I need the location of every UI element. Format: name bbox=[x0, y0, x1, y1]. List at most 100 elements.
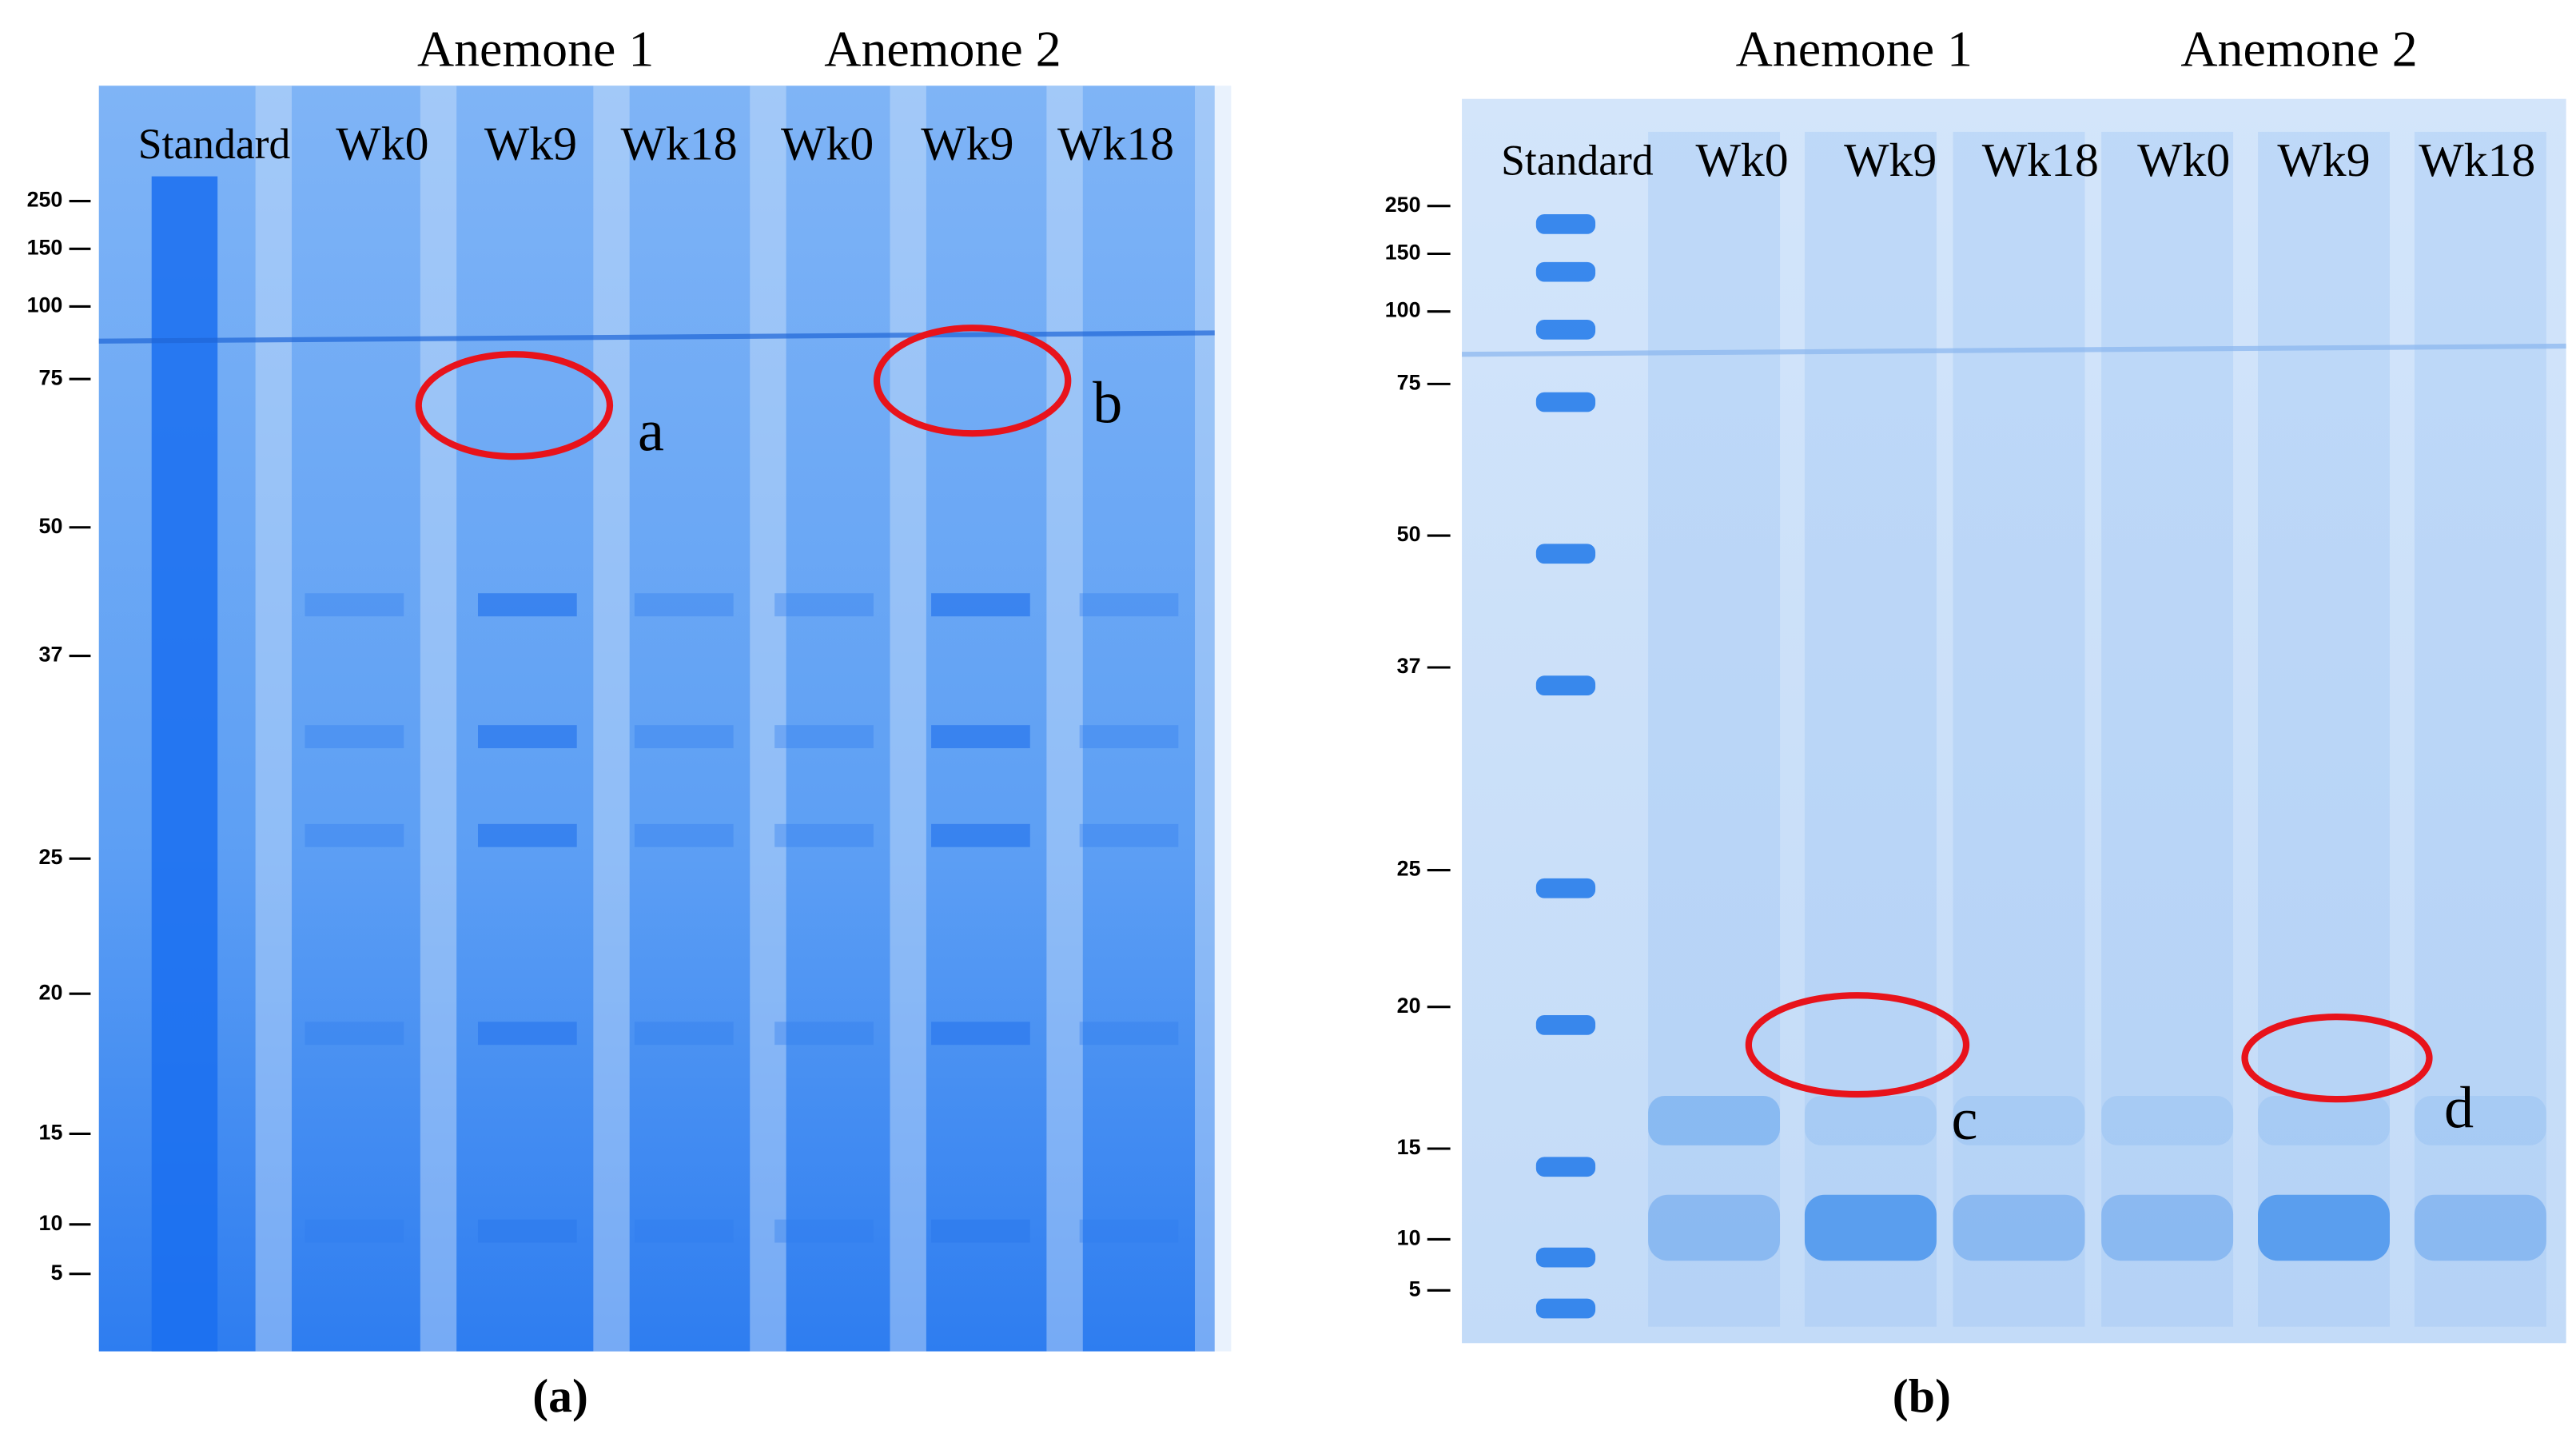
lane bbox=[1804, 131, 1937, 1327]
band bbox=[477, 725, 577, 749]
lane bbox=[2101, 131, 2234, 1327]
lane-gap bbox=[890, 86, 926, 1352]
band bbox=[2258, 1194, 2390, 1261]
marker-label: 25 bbox=[1397, 857, 1421, 881]
annotation-label: a bbox=[638, 398, 664, 464]
lane bbox=[2414, 131, 2546, 1327]
band bbox=[1804, 1194, 1937, 1261]
band bbox=[634, 1022, 734, 1046]
band bbox=[1804, 1096, 1937, 1145]
band bbox=[1648, 1194, 1781, 1261]
gel-panel bbox=[1462, 98, 2566, 1344]
marker-label: 10 bbox=[1397, 1225, 1421, 1249]
lane-label: Wk9 bbox=[921, 117, 1013, 169]
band bbox=[1079, 725, 1179, 749]
lane-label: Wk18 bbox=[621, 117, 738, 169]
marker-label: 100 bbox=[27, 293, 63, 317]
gel-panel bbox=[98, 86, 1232, 1352]
lane-label: Wk0 bbox=[781, 117, 874, 169]
marker-label: 15 bbox=[1397, 1135, 1421, 1159]
marker-label: 150 bbox=[1385, 241, 1421, 265]
ladder-band bbox=[1535, 1247, 1596, 1268]
group-label: Anemone 2 bbox=[824, 21, 1061, 78]
band bbox=[634, 725, 734, 749]
marker-label: 75 bbox=[1397, 370, 1421, 394]
band bbox=[2101, 1194, 2234, 1261]
marker-label: 5 bbox=[50, 1261, 62, 1285]
ladder-band bbox=[1535, 1015, 1596, 1035]
lane-label: Standard bbox=[138, 120, 291, 168]
band bbox=[931, 593, 1030, 617]
band bbox=[1079, 1022, 1179, 1046]
marker-label: 20 bbox=[1397, 994, 1421, 1018]
ladder-band bbox=[1535, 214, 1596, 234]
lane-gap bbox=[255, 86, 292, 1352]
ladder-band bbox=[1535, 1157, 1596, 1177]
group-label: Anemone 1 bbox=[1736, 21, 1973, 78]
band bbox=[1953, 1194, 2085, 1261]
marker-label: 5 bbox=[1409, 1277, 1421, 1301]
marker-label: 37 bbox=[39, 643, 63, 667]
marker-label: 50 bbox=[39, 514, 63, 538]
ladder-band bbox=[1535, 544, 1596, 564]
ladder bbox=[151, 176, 218, 1352]
band bbox=[1079, 823, 1179, 847]
lane-gap bbox=[1194, 86, 1232, 1352]
band bbox=[1079, 1219, 1179, 1243]
lane-label: Wk0 bbox=[336, 117, 428, 169]
band bbox=[774, 1219, 874, 1243]
band bbox=[477, 1022, 577, 1046]
ladder-band bbox=[1535, 319, 1596, 340]
panel-caption: (b) bbox=[1893, 1369, 1951, 1422]
lane-gap bbox=[750, 86, 786, 1352]
band bbox=[774, 1022, 874, 1046]
band bbox=[634, 823, 734, 847]
lane-label: Wk9 bbox=[2277, 133, 2370, 186]
group-label: Anemone 2 bbox=[2180, 21, 2417, 78]
dye-front bbox=[1462, 343, 2566, 357]
band bbox=[305, 823, 404, 847]
band bbox=[1953, 1096, 2085, 1145]
marker-label: 10 bbox=[39, 1211, 63, 1235]
ladder-band bbox=[1535, 878, 1596, 898]
lane-label: Wk18 bbox=[2419, 133, 2535, 186]
lane bbox=[2258, 131, 2390, 1327]
gel bbox=[1462, 98, 2566, 1344]
band bbox=[305, 593, 404, 617]
marker-label: 75 bbox=[39, 365, 63, 389]
band bbox=[634, 593, 734, 617]
band bbox=[305, 725, 404, 749]
band bbox=[774, 725, 874, 749]
band bbox=[2258, 1096, 2390, 1145]
lane-gap bbox=[420, 86, 457, 1352]
lane-label: Wk18 bbox=[1057, 117, 1174, 169]
lane-label: Wk18 bbox=[1982, 133, 2099, 186]
group-label: Anemone 1 bbox=[417, 21, 654, 78]
band bbox=[477, 1219, 577, 1243]
band bbox=[305, 1219, 404, 1243]
lane-label: Wk0 bbox=[2137, 133, 2230, 186]
highlight-ellipse bbox=[2241, 1013, 2433, 1103]
ladder-band bbox=[1535, 675, 1596, 696]
marker-label: 25 bbox=[39, 845, 63, 869]
lane-label: Wk9 bbox=[484, 117, 577, 169]
annotation-label: c bbox=[1951, 1087, 1977, 1153]
marker-label: 37 bbox=[1397, 654, 1421, 678]
lane-label: Standard bbox=[1501, 136, 1654, 184]
lane-gap bbox=[1046, 86, 1083, 1352]
marker-label: 250 bbox=[27, 188, 63, 212]
dye-front bbox=[98, 330, 1215, 344]
lane-label: Wk9 bbox=[1844, 133, 1937, 186]
marker-label: 150 bbox=[27, 235, 63, 259]
marker-label: 20 bbox=[39, 980, 63, 1004]
ladder-band bbox=[1535, 392, 1596, 412]
band bbox=[1648, 1096, 1781, 1145]
band bbox=[931, 1219, 1030, 1243]
marker-label: 100 bbox=[1385, 298, 1421, 322]
highlight-ellipse bbox=[415, 351, 614, 460]
lane-gap bbox=[593, 86, 630, 1352]
gel bbox=[98, 86, 1215, 1352]
band bbox=[931, 725, 1030, 749]
marker-label: 50 bbox=[1397, 522, 1421, 546]
